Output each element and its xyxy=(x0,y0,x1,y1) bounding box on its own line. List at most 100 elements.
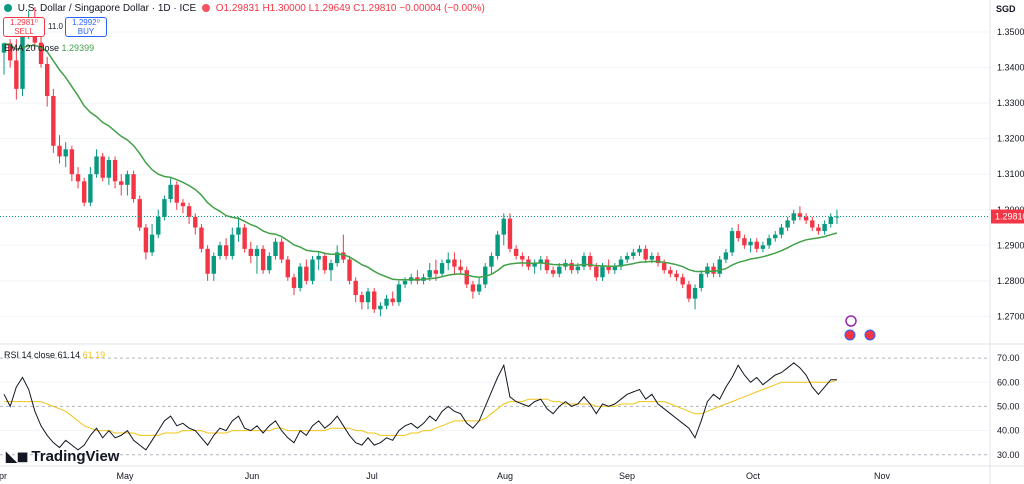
candle-body xyxy=(828,216,833,224)
candle-body xyxy=(347,259,352,281)
candle-body xyxy=(822,223,827,232)
candle-body xyxy=(717,259,722,274)
ema-legend[interactable]: EMA 20 close 1.29399 xyxy=(4,43,94,53)
rsi-tick-label: 50.00 xyxy=(997,401,1020,411)
candle-body xyxy=(446,259,451,264)
candle-body xyxy=(125,174,130,185)
candle-body xyxy=(38,42,44,64)
rsi-tick-label: 60.00 xyxy=(997,377,1020,387)
candle-body xyxy=(544,259,550,271)
candle-body xyxy=(470,284,476,292)
candle-body xyxy=(489,255,494,267)
candle-body xyxy=(254,248,260,256)
candle-body xyxy=(513,248,519,256)
time-tick-label: Jul xyxy=(366,471,378,481)
tradingview-mark-icon: ◣◼ xyxy=(6,448,29,464)
rsi-legend-value: 61.14 xyxy=(57,350,81,360)
candle-body xyxy=(328,263,334,271)
sell-button[interactable]: 1.2981⁰ SELL xyxy=(3,17,45,37)
candle-body xyxy=(217,245,223,256)
candle-body xyxy=(569,263,574,271)
last-price-label: 1.29810 xyxy=(995,212,1024,222)
candle-body xyxy=(353,280,358,296)
candle-body xyxy=(260,248,266,271)
candle-body xyxy=(273,241,278,256)
candle-body xyxy=(624,255,630,260)
candle-body xyxy=(291,277,297,288)
candle-body xyxy=(507,218,513,249)
time-tick-label: Jun xyxy=(245,471,260,481)
candle-body xyxy=(600,266,605,278)
candle-body xyxy=(680,277,685,285)
candle-body xyxy=(242,227,247,249)
candle-body xyxy=(581,255,587,267)
candle-body xyxy=(168,184,173,200)
currency-label[interactable]: SGD xyxy=(996,4,1016,14)
candles-group xyxy=(1,7,840,317)
buy-label: BUY xyxy=(77,27,95,36)
candle-body xyxy=(174,184,179,203)
logo-text: TradingView xyxy=(31,448,120,465)
candle-body xyxy=(402,280,408,285)
candle-body xyxy=(156,216,161,235)
rsi-legend-label: RSI 14 close xyxy=(4,350,56,360)
candle-body xyxy=(520,255,525,260)
candle-body xyxy=(137,199,142,228)
sell-price: 1.2981⁰ xyxy=(10,18,38,27)
ema-legend-label: EMA 20 close xyxy=(4,43,60,53)
price-tick-label: 1.27000 xyxy=(997,311,1024,321)
candle-body xyxy=(803,216,809,221)
time-tick-label: Aug xyxy=(497,471,513,481)
buy-button[interactable]: 1.2992⁰ BUY xyxy=(65,17,107,37)
last-price-tag xyxy=(991,209,1024,224)
candle-body xyxy=(199,227,204,249)
candle-body xyxy=(205,248,210,274)
candle-body xyxy=(427,270,432,278)
candle-body xyxy=(686,284,692,299)
rsi-ma-legend-value: 61.19 xyxy=(82,350,106,360)
candle-body xyxy=(378,305,383,310)
price-tick-label: 1.34000 xyxy=(997,63,1024,73)
sell-label: SELL xyxy=(14,27,34,36)
candle-body xyxy=(742,238,747,246)
market-open-icon xyxy=(4,4,12,12)
price-tick-label: 1.31000 xyxy=(997,169,1024,179)
candle-body xyxy=(69,149,75,175)
candle-body xyxy=(618,259,624,267)
candle-body xyxy=(668,270,673,274)
candle-body xyxy=(193,216,198,228)
candle-body xyxy=(439,263,445,274)
candle-body xyxy=(162,199,167,217)
candle-body xyxy=(661,263,667,271)
candle-body xyxy=(236,227,241,235)
candle-body xyxy=(304,266,309,281)
candle-body xyxy=(736,231,741,239)
rsi-legend[interactable]: RSI 14 close 61.14 61.19 xyxy=(4,350,105,360)
rsi-tick-label: 40.00 xyxy=(997,426,1020,436)
candle-body xyxy=(14,60,19,89)
candle-body xyxy=(692,287,698,299)
spread-value: 11.0 xyxy=(48,22,63,31)
candle-body xyxy=(341,252,346,260)
symbol-title[interactable]: U.S. Dollar / Singapore Dollar · 1D · IC… xyxy=(17,3,197,14)
candle-body xyxy=(119,181,124,185)
candle-body xyxy=(754,241,759,249)
ohlc-readout: O1.29831 H1.30000 L1.29649 C1.29810 −0.0… xyxy=(215,3,485,14)
candle-body xyxy=(149,234,155,253)
candle-body xyxy=(606,266,611,271)
candle-body xyxy=(1,43,7,53)
candle-body xyxy=(649,255,655,260)
candle-body xyxy=(82,181,87,203)
candle-body xyxy=(501,218,506,235)
candle-body xyxy=(106,159,112,178)
candle-body xyxy=(51,95,56,146)
rsi-tick-label: 30.00 xyxy=(997,450,1020,460)
candle-body xyxy=(816,227,821,232)
candle-body xyxy=(334,252,340,264)
candle-body xyxy=(452,259,457,267)
candle-body xyxy=(359,295,365,303)
candle-body xyxy=(322,255,328,271)
candle-body xyxy=(729,231,735,253)
candle-body xyxy=(557,266,562,274)
